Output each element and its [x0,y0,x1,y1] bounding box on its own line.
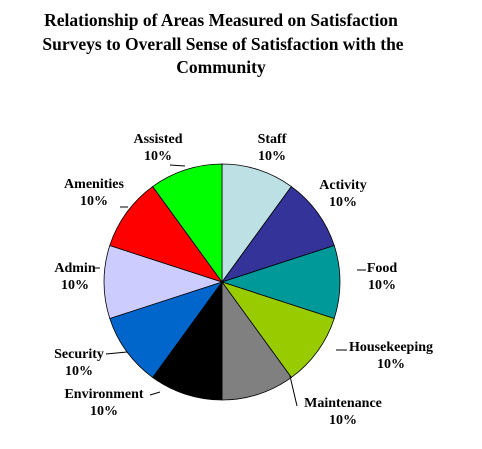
leader-line-environment [149,391,161,396]
slice-label-assisted: Assisted [133,132,182,147]
slice-value-amenities: 10% [80,194,108,209]
slice-value-food: 10% [368,278,396,293]
pie-slice-food [220,245,341,319]
slice-labels: Staff 10% Activity 10% Food 10% Housekeeping 10… [54,132,433,428]
pie-slice-staff [221,163,292,284]
chart-title: Relationship of Areas Measured on Satisf… [42,10,403,77]
slice-label-staff: Staff [258,132,287,147]
chart-title-line-2: Surveys to Overall Sense of Satisfaction… [42,34,403,54]
slice-label-amenities: Amenities [64,177,124,192]
pie-slice-assisted [152,163,223,284]
slice-label-housekeeping: Housekeeping [349,340,433,355]
pie-slice-housekeeping [220,281,335,379]
slice-label-maintenance: Maintenance [304,396,382,411]
slice-value-activity: 10% [329,195,357,210]
leader-line-maintenance [289,375,298,407]
slice-value-assisted: 10% [144,149,172,164]
slice-value-admin: 10% [61,278,89,293]
chart-title-line-3: Community [176,57,266,77]
chart-title-line-1: Relationship of Areas Measured on Satisf… [44,10,398,30]
pie-slice-amenities [109,185,224,283]
pie-slice-admin [103,245,224,319]
pie-slice-security [109,281,224,379]
pie-slices [103,163,341,401]
slice-label-security: Security [54,347,104,362]
slice-value-environment: 10% [90,404,118,419]
slice-label-environment: Environment [64,387,143,402]
leader-lines [93,164,366,407]
slice-label-activity: Activity [319,178,366,193]
slice-value-security: 10% [65,364,93,379]
slice-value-housekeeping: 10% [377,357,405,372]
slice-value-maintenance: 10% [329,413,357,428]
slice-label-food: Food [367,261,398,276]
slice-label-admin: Admin [54,261,95,276]
leader-line-security [105,351,128,355]
leader-line-assisted [169,164,186,167]
slice-value-staff: 10% [258,149,286,164]
pie-slice-activity [220,185,335,283]
pie-slice-environment [152,280,223,401]
